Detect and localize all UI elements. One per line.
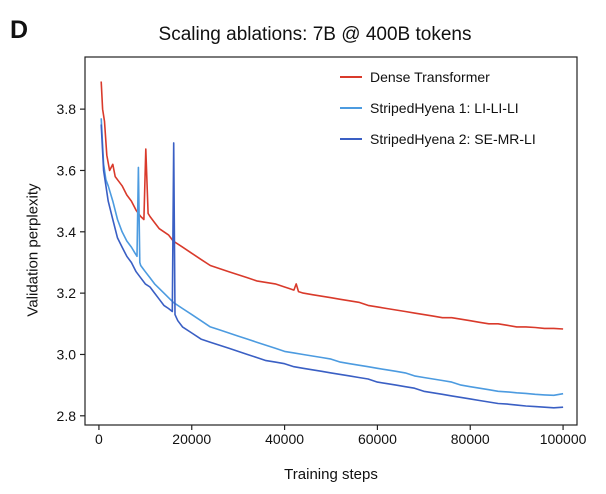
panel-label: D bbox=[10, 16, 29, 44]
x-tick-label: 100000 bbox=[540, 431, 587, 447]
legend-label-stripedhyena-1-li-li-li: StripedHyena 1: LI-LI-LI bbox=[370, 100, 519, 116]
y-tick-label: 3.6 bbox=[57, 162, 77, 178]
y-tick-label: 3.2 bbox=[57, 285, 77, 301]
x-axis-label: Training steps bbox=[284, 466, 378, 483]
y-tick-label: 2.8 bbox=[57, 408, 77, 424]
x-tick-label: 60000 bbox=[358, 431, 397, 447]
x-tick-label: 20000 bbox=[172, 431, 211, 447]
series-line-dense-transformer bbox=[100, 81, 564, 330]
chart-title: Scaling ablations: 7B @ 400B tokens bbox=[158, 24, 472, 45]
y-tick-label: 3.0 bbox=[57, 346, 77, 362]
series-line-stripedhyena-2-se-mr-li bbox=[100, 124, 564, 409]
series-line-stripedhyena-1-li-li-li bbox=[100, 118, 564, 397]
legend-label-dense-transformer: Dense Transformer bbox=[370, 69, 490, 85]
x-tick-label: 80000 bbox=[451, 431, 490, 447]
legend-label-stripedhyena-2-se-mr-li: StripedHyena 2: SE-MR-LI bbox=[370, 131, 536, 147]
plot-frame bbox=[84, 56, 578, 426]
x-tick-label: 0 bbox=[95, 431, 103, 447]
x-tick-label: 40000 bbox=[265, 431, 304, 447]
y-tick-label: 3.8 bbox=[57, 101, 77, 117]
y-tick-label: 3.4 bbox=[57, 224, 77, 240]
